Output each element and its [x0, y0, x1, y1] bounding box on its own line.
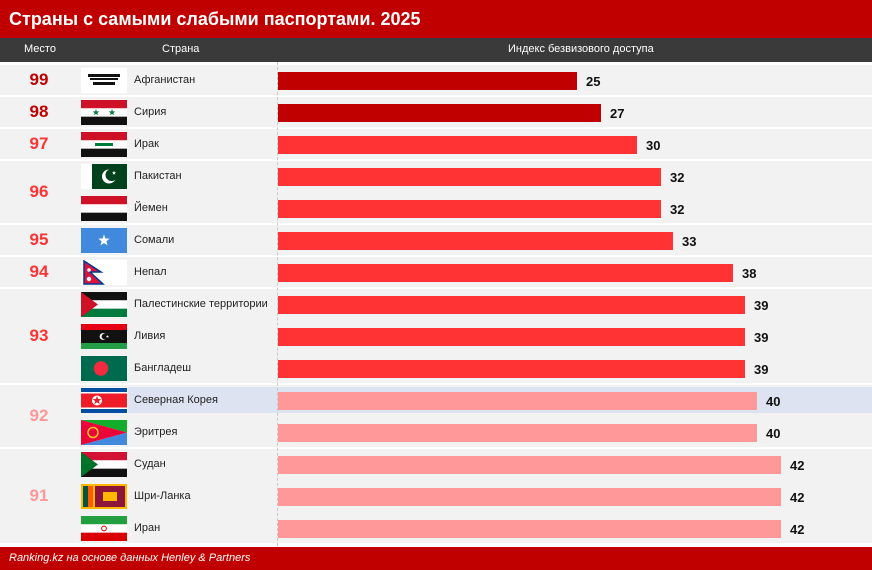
bar: [278, 328, 745, 346]
country-label: Афганистан: [134, 74, 196, 86]
country-label: Палестинские территории: [134, 298, 268, 310]
nepal-flag: [81, 260, 127, 285]
country-label: Иран: [134, 522, 161, 534]
footer-bar: Ranking.kz на основе данных Henley & Par…: [0, 547, 872, 570]
bar: [278, 488, 781, 506]
country-label: Эритрея: [134, 426, 178, 438]
sri-lanka-flag: [81, 484, 127, 509]
libya-flag: [81, 324, 127, 349]
bar: [278, 232, 673, 250]
country-label: Пакистан: [134, 170, 182, 182]
data-label: 32: [670, 170, 685, 185]
country-label: Йемен: [134, 202, 168, 214]
yemen-flag: [81, 196, 127, 221]
column-header-bar: Место Страна Индекс безвизового доступа: [0, 38, 872, 62]
bar: [278, 360, 745, 378]
country-label: Судан: [134, 458, 166, 470]
bar: [278, 72, 577, 90]
country-label: Сомали: [134, 234, 175, 246]
country-label: Ирак: [134, 138, 159, 150]
source-note: Ranking.kz на основе данных Henley & Par…: [9, 552, 251, 564]
bar: [278, 456, 781, 474]
rank-label: 91: [29, 486, 49, 505]
afghanistan-flag: [81, 68, 127, 93]
rank-label: 92: [29, 406, 49, 425]
somalia-flag: [81, 228, 127, 253]
country-label: Бангладеш: [134, 362, 192, 374]
data-label: 40: [766, 426, 781, 441]
rank-label: 97: [29, 134, 49, 153]
data-label: 25: [586, 74, 601, 89]
data-label: 30: [646, 138, 661, 153]
rank-label: 94: [29, 262, 49, 281]
data-label: 27: [610, 106, 625, 121]
bar: [278, 200, 661, 218]
country-column-header: Страна: [162, 43, 200, 55]
bar: [278, 136, 637, 154]
iraq-flag: [81, 132, 127, 157]
country-label: Шри-Ланка: [134, 490, 191, 502]
rank-label: 95: [29, 230, 49, 249]
rank-label: 98: [29, 102, 49, 121]
bar: [278, 168, 661, 186]
data-label: 42: [790, 522, 805, 537]
country-label: Непал: [134, 266, 167, 278]
column-divider: [277, 62, 278, 546]
bar: [278, 520, 781, 538]
data-label: 38: [742, 266, 757, 281]
data-label: 39: [754, 298, 769, 313]
north-korea-flag: [81, 388, 127, 413]
bangladesh-flag: [81, 356, 127, 381]
bar: [278, 424, 757, 442]
data-label: 42: [790, 458, 805, 473]
sudan-flag: [81, 452, 127, 477]
rank-label: 96: [29, 182, 49, 201]
data-label: 42: [790, 490, 805, 505]
iran-flag: [81, 516, 127, 541]
index-column-header: Индекс безвизового доступа: [508, 43, 654, 55]
syria-flag: [81, 100, 127, 125]
bar: [278, 264, 733, 282]
palestine-flag: [81, 292, 127, 317]
bar: [278, 392, 757, 410]
rank-label: 93: [29, 326, 49, 345]
data-label: 33: [682, 234, 697, 249]
rank-label: 99: [29, 70, 49, 89]
data-label: 40: [766, 394, 781, 409]
bar: [278, 104, 601, 122]
pakistan-flag: [81, 164, 127, 189]
chart-title: Страны с самыми слабыми паспортами. 2025: [9, 9, 421, 29]
data-label: 39: [754, 362, 769, 377]
bar: [278, 296, 745, 314]
data-label: 39: [754, 330, 769, 345]
country-label: Северная Корея: [134, 394, 218, 406]
eritrea-flag: [81, 420, 127, 445]
data-label: 32: [670, 202, 685, 217]
rank-column-header: Место: [24, 43, 56, 55]
country-label: Ливия: [134, 330, 166, 342]
title-bar: Страны с самыми слабыми паспортами. 2025: [0, 0, 872, 38]
country-label: Сирия: [134, 106, 167, 118]
